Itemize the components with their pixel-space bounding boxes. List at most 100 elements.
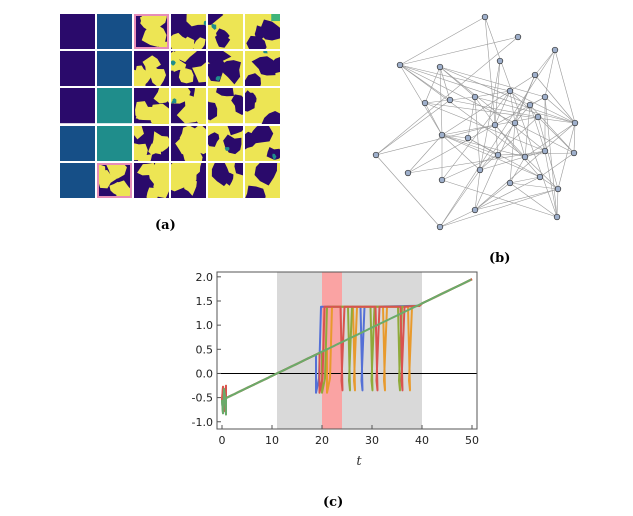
network-edge [439, 66, 546, 98]
network-edge [524, 122, 576, 158]
network-edge [375, 124, 496, 156]
pattern-cell [245, 51, 280, 87]
network-edge [439, 66, 546, 152]
network-edge [529, 104, 575, 154]
network-edge [375, 99, 451, 156]
pattern-cell [97, 162, 132, 198]
network-node [464, 134, 472, 142]
pattern-cell [97, 14, 132, 50]
network-node [526, 101, 534, 109]
network-edge [399, 16, 486, 66]
x-tick-label: 30 [365, 434, 379, 447]
network-node [554, 185, 562, 193]
network-edge [441, 179, 558, 218]
snapshot-grid [60, 14, 280, 198]
pattern-cell [97, 125, 132, 161]
y-tick-label: -1.0 [192, 416, 213, 429]
network-edge [467, 96, 476, 139]
network-edge [474, 96, 496, 126]
network-edge [509, 90, 539, 118]
network-edge [439, 188, 559, 228]
network-edge [441, 134, 481, 171]
network-edge [407, 134, 443, 174]
pattern-cell [208, 14, 243, 50]
pattern-cell [60, 14, 95, 50]
network-edge [439, 209, 476, 228]
pattern-cell [171, 162, 206, 198]
network-edge [439, 66, 451, 101]
pattern-cell [134, 125, 169, 161]
network-edge [474, 122, 576, 211]
pattern-cell [171, 51, 206, 87]
pattern-cell [60, 51, 95, 87]
network-node [541, 93, 549, 101]
network-edge [407, 150, 546, 174]
pattern-cell [208, 51, 243, 87]
network-node [553, 213, 561, 221]
network-edge [557, 122, 576, 190]
network-edge [474, 188, 559, 211]
network-edge [509, 182, 559, 190]
network-node [514, 33, 522, 41]
network-edge [524, 104, 531, 158]
network-graph [372, 13, 579, 231]
network-edges [375, 16, 576, 228]
pattern-cell [245, 125, 280, 161]
network-edge [407, 96, 546, 174]
network-edge [441, 134, 499, 156]
network-node [506, 179, 514, 187]
network-node [506, 87, 514, 95]
network-edge [479, 60, 501, 171]
plot-frame [216, 271, 478, 430]
network-node [511, 119, 519, 127]
pattern-cell [171, 125, 206, 161]
network-edge [509, 90, 516, 124]
y-tick-label: 0.0 [196, 367, 214, 380]
network-edge [544, 96, 576, 124]
network-edge [441, 154, 499, 181]
network-edge [554, 49, 576, 124]
network-edge [439, 49, 556, 228]
pattern-cell [171, 88, 206, 124]
network-node [421, 99, 429, 107]
network-node [372, 151, 380, 159]
network-edge [474, 74, 536, 211]
network-node [551, 46, 559, 54]
network-edge [474, 176, 541, 211]
network-edge [375, 36, 519, 156]
network-node [541, 147, 549, 155]
y-tick-label: 0.5 [196, 343, 214, 356]
network-edge [484, 16, 558, 218]
network-edge [539, 152, 575, 178]
network-node [496, 57, 504, 65]
network-edge [514, 104, 531, 124]
pattern-cell [208, 88, 243, 124]
network-edge [537, 116, 559, 190]
network-edge [544, 96, 558, 218]
y-tick-label: 1.0 [196, 319, 214, 332]
x-axis-label: t [356, 454, 362, 469]
pattern-cell [208, 162, 243, 198]
network-edge [441, 134, 526, 158]
network-edge [479, 122, 516, 171]
pattern-cell [134, 162, 169, 198]
series-line [221, 278, 472, 416]
network-edge [494, 124, 541, 178]
network-edge [556, 188, 559, 218]
network-node [571, 119, 579, 127]
network-edge [534, 74, 576, 124]
network-edge [399, 64, 576, 124]
network-edge [439, 66, 531, 106]
y-tick-label: 2.0 [196, 271, 214, 284]
pattern-cell [134, 51, 169, 87]
network-edge [399, 64, 511, 92]
network-edge [479, 116, 539, 171]
x-tick-label: 0 [219, 434, 226, 447]
pattern-cell [97, 51, 132, 87]
network-edge [424, 102, 443, 136]
network-node [471, 93, 479, 101]
network-edge [539, 176, 559, 190]
pattern-cell [171, 14, 206, 50]
network-edge [474, 96, 576, 124]
pattern-cell [60, 125, 95, 161]
